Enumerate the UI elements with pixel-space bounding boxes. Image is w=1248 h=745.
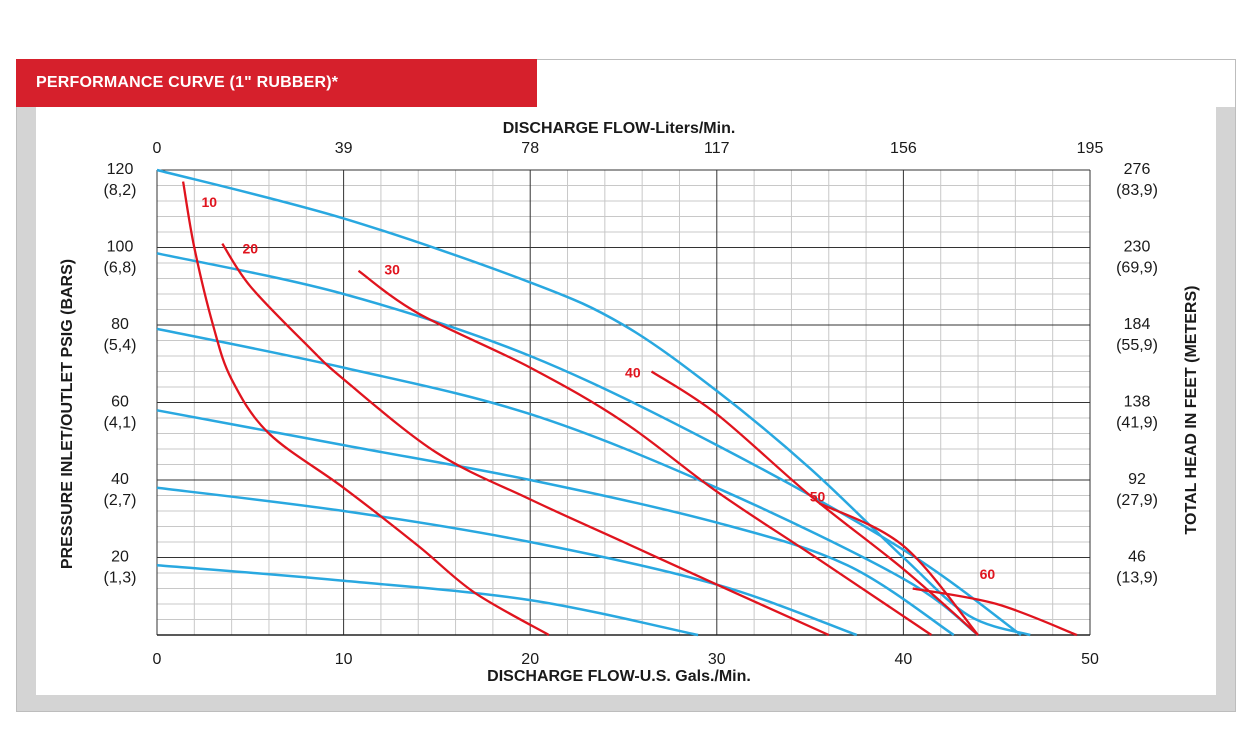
curve-label-30: 30 <box>384 262 400 278</box>
top-tick-label: 195 <box>1077 140 1104 157</box>
curve-label-60: 60 <box>980 566 996 582</box>
top-tick-label: 78 <box>521 140 539 157</box>
air-curve-40 <box>650 370 979 636</box>
pressure-curve <box>156 327 979 636</box>
pressure-curve <box>156 168 1031 637</box>
curve-label-50: 50 <box>810 488 826 504</box>
top-tick-label: 0 <box>153 140 162 157</box>
right-tick-label: 92 <box>1128 471 1146 488</box>
left-tick-sublabel: (4,1) <box>104 415 137 432</box>
right-tick-sublabel: (55,9) <box>1116 337 1158 354</box>
right-tick-sublabel: (13,9) <box>1116 570 1158 587</box>
bottom-tick-label: 40 <box>895 651 913 668</box>
right-tick-sublabel: (41,9) <box>1116 415 1158 432</box>
air-curve-60 <box>912 587 1078 637</box>
curve-label-20: 20 <box>243 240 259 256</box>
right-tick-label: 184 <box>1124 316 1151 333</box>
curve-labels: 10 20 30 40 50 60 <box>201 194 995 582</box>
air-consumption-curves <box>181 181 1078 637</box>
left-tick-label: 40 <box>111 471 129 488</box>
curve-label-40: 40 <box>625 364 641 380</box>
air-curve-10 <box>181 181 550 637</box>
air-curve-50 <box>818 502 979 636</box>
top-tick-label: 39 <box>335 140 353 157</box>
pressure-curve <box>156 564 699 637</box>
title-banner: PERFORMANCE CURVE (1" RUBBER)* <box>16 59 537 107</box>
chart-frame-top <box>536 59 1236 107</box>
pressure-curves <box>156 168 1031 637</box>
major-grid <box>156 169 1091 636</box>
left-tick-sublabel: (8,2) <box>104 182 137 199</box>
pressure-curve <box>156 252 1022 637</box>
left-tick-label: 120 <box>107 161 134 178</box>
chart-title: PERFORMANCE CURVE (1" RUBBER)* <box>36 74 339 91</box>
left-tick-sublabel: (2,7) <box>104 492 137 509</box>
bottom-tick-label: 20 <box>521 651 539 668</box>
air-curve-20 <box>221 242 830 637</box>
bottom-tick-label: 10 <box>335 651 353 668</box>
bottom-tick-label: 30 <box>708 651 726 668</box>
bottom-tick-label: 50 <box>1081 651 1099 668</box>
top-axis-title: DISCHARGE FLOW-Liters/Min. <box>503 120 736 137</box>
left-tick-sublabel: (5,4) <box>104 337 137 354</box>
chart-panel <box>36 107 1216 695</box>
right-tick-label: 276 <box>1124 161 1151 178</box>
top-tick-label: 156 <box>890 140 917 157</box>
right-axis-title: TOTAL HEAD IN FEET (METERS) <box>1183 286 1200 535</box>
pressure-curve <box>156 486 858 637</box>
pressure-curve <box>156 409 955 637</box>
left-tick-sublabel: (6,8) <box>104 260 137 277</box>
right-tick-label: 46 <box>1128 549 1146 566</box>
left-tick-label: 100 <box>107 239 134 256</box>
bottom-axis-title: DISCHARGE FLOW-U.S. Gals./Min. <box>487 668 751 685</box>
left-tick-sublabel: (1,3) <box>104 570 137 587</box>
right-tick-sublabel: (83,9) <box>1116 182 1158 199</box>
left-axis-title: PRESSURE INLET/OUTLET PSIG (BARS) <box>59 259 76 569</box>
left-tick-label: 20 <box>111 549 129 566</box>
top-tick-label: 117 <box>704 140 730 157</box>
left-tick-label: 60 <box>111 394 129 411</box>
right-tick-sublabel: (69,9) <box>1116 260 1158 277</box>
right-tick-label: 230 <box>1124 239 1151 256</box>
right-tick-label: 138 <box>1124 394 1151 411</box>
bottom-tick-label: 0 <box>153 651 162 668</box>
air-curve-30 <box>357 269 933 636</box>
right-tick-sublabel: (27,9) <box>1116 492 1158 509</box>
curve-label-10: 10 <box>201 194 217 210</box>
axis-ticks: 0 10 20 30 40 50 0 39 78 117 156 195 120 (8,2) 100 (6,8… <box>104 140 1158 668</box>
left-tick-label: 80 <box>111 316 129 333</box>
